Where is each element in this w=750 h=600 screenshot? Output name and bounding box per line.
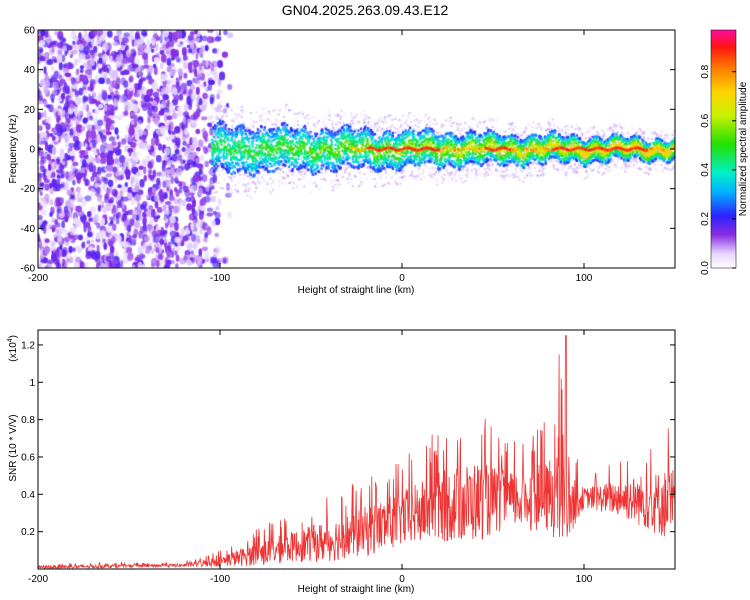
spectrogram-y-ticks: -60 -40 -20 0 20 40 60 <box>21 26 675 275</box>
snr-y-ticks: 0.2 0.4 0.6 0.8 1 1.2 <box>21 340 675 538</box>
y-tick-label: 0.4 <box>21 490 35 501</box>
colorbar-ticks: 0.0 0.2 0.4 0.6 0.8 <box>700 64 736 275</box>
x-tick-label: 100 <box>576 574 593 585</box>
colorbar: 0.0 0.2 0.4 0.6 0.8 Normalized spectral ampl… <box>700 29 749 275</box>
spectrogram-y-label: Frequency (Hz) <box>8 115 19 184</box>
snr-frame <box>37 329 676 570</box>
y-tick-label: 40 <box>24 65 36 76</box>
colorbar-tick-label: 0.8 <box>700 64 711 78</box>
colorbar-label: Normalized spectral amplitude <box>738 81 749 216</box>
snr-scale-label: (x104) <box>7 335 19 362</box>
y-tick-label: 0.6 <box>21 452 35 463</box>
colorbar-tick-label: 0.4 <box>700 162 711 176</box>
colorbar-gradient <box>710 29 737 269</box>
spectrogram-image <box>38 30 675 268</box>
snr-panel: -200 -100 0 100 0.2 0.4 0.6 0.8 1 1.2 Height of … <box>7 329 676 595</box>
y-tick-label: 0 <box>29 145 35 156</box>
x-tick-label: -200 <box>28 574 48 585</box>
x-tick-label: 0 <box>399 574 405 585</box>
y-tick-label: -20 <box>21 184 36 195</box>
colorbar-tick-label: 0.6 <box>700 113 711 127</box>
snr-y-label: SNR (10 * V/V) <box>8 414 19 481</box>
y-tick-label: -60 <box>21 264 36 275</box>
y-tick-label: 20 <box>24 105 36 116</box>
x-tick-label: -100 <box>210 273 230 284</box>
x-tick-label: 0 <box>399 273 405 284</box>
snr-series-line <box>37 335 676 570</box>
colorbar-tick-label: 0.2 <box>700 212 711 226</box>
spectrogram-x-label: Height of straight line (km) <box>298 285 415 296</box>
colorbar-tick-label: 0.0 <box>700 261 711 275</box>
snr-x-ticks: -200 -100 0 100 <box>28 330 593 585</box>
y-tick-label: 1.2 <box>21 340 35 351</box>
y-tick-label: 0.8 <box>21 415 35 426</box>
x-tick-label: 100 <box>576 273 593 284</box>
x-tick-label: -100 <box>210 574 230 585</box>
x-tick-label: -200 <box>28 273 48 284</box>
snr-x-label: Height of straight line (km) <box>298 584 415 595</box>
y-tick-label: 0.2 <box>21 527 35 538</box>
spectrogram-x-ticks: -200 -100 0 100 <box>28 30 593 284</box>
y-tick-label: -40 <box>21 224 36 235</box>
y-tick-label: 1 <box>29 378 35 389</box>
figure-title: GN04.2025.263.09.43.E12 <box>282 2 449 18</box>
y-tick-label: 60 <box>24 26 36 37</box>
